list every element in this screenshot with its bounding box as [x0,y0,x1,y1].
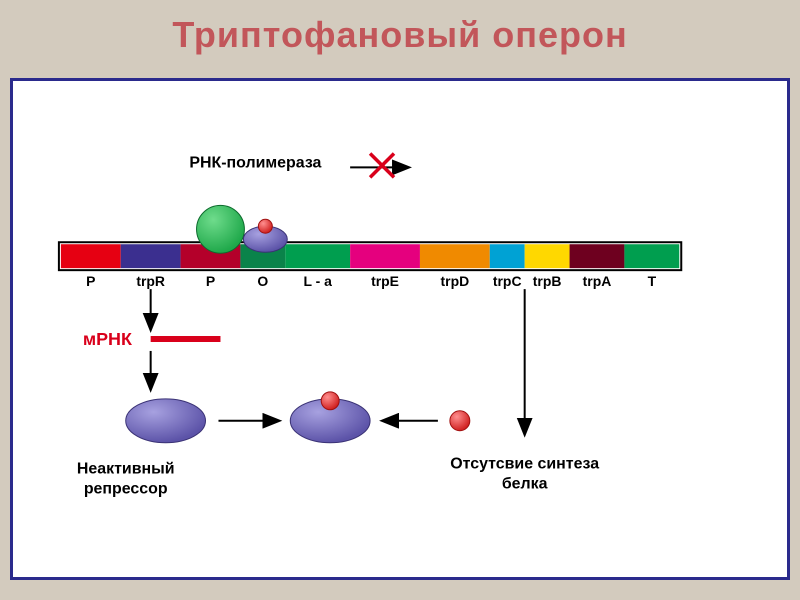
operon-segment [121,244,181,268]
free-corepressor-icon [450,411,470,431]
operon-segment [350,244,420,268]
operon-segment [570,244,625,268]
diagram-canvas: PtrpR P O L - a trpE trpD trpC trpB trpA T РНК-пол… [21,89,779,569]
operon-segment [525,244,570,268]
inactive-repressor-label: репрессор [84,481,168,498]
mrna-label: мРНК [83,329,132,349]
operon-segment [61,244,121,268]
operon-segment-label: trpB [533,273,562,289]
slide-title: Триптофановый оперон [0,0,800,56]
operon-segment [624,244,679,268]
operon-segment-label: trpR [136,273,165,289]
rna-polymerase-icon [197,205,245,253]
operon-segment-label: O [257,273,268,289]
operon-segment-label: trpA [583,273,612,289]
diagram-frame: PtrpR P O L - a trpE trpD trpC trpB trpA T РНК-пол… [10,78,790,580]
operon-segment-label: trpC [493,273,522,289]
corepressor-on-repressor-icon [321,392,339,410]
operon-segment-label: trpD [441,273,470,289]
no-synthesis-label: белка [502,476,548,493]
corepressor-bound-icon [258,219,272,233]
operon-segment-label: P [86,273,95,289]
operon-segment-label: trpE [371,273,399,289]
operon-segment [420,244,490,268]
no-synthesis-label: Отсутсвие синтеза [450,456,599,473]
inactive-repressor-label: Неактивный [77,461,175,478]
polymerase-label: РНК-полимераза [189,154,321,171]
operon-segment-label: T [648,273,657,289]
operon-segment-label: P [206,273,215,289]
operon-segment [285,244,350,268]
slide-root: Триптофановый оперон [0,0,800,600]
operon-segment-label: L - a [303,273,332,289]
inactive-repressor-icon [126,399,206,443]
operon-diagram-svg: PtrpR P O L - a trpE trpD trpC trpB trpA T РНК-пол… [21,89,779,569]
operon-segment [490,244,525,268]
